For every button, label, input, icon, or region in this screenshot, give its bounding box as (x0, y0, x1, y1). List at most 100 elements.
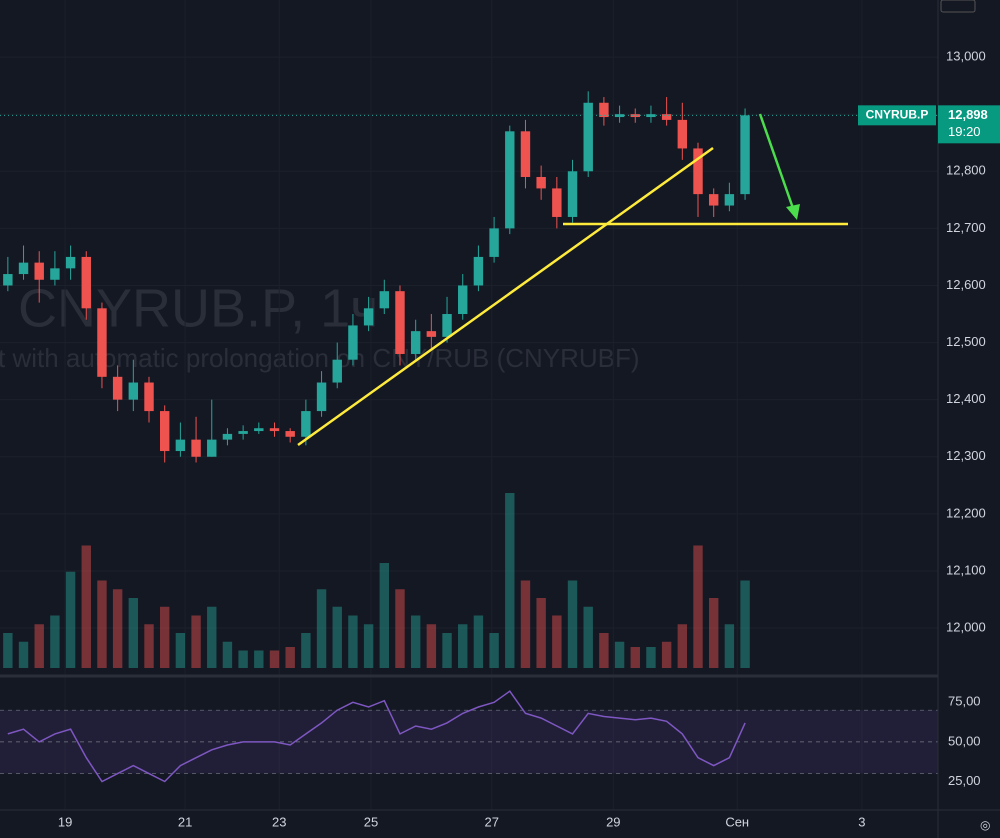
candle-body (646, 114, 656, 118)
volume-bar (81, 545, 91, 668)
candle-body (724, 194, 735, 206)
candle-body (144, 382, 154, 412)
candle-body (458, 285, 468, 315)
x-tick-label: 27 (485, 814, 499, 829)
volume-bar (332, 606, 342, 668)
volume-bar (112, 589, 123, 668)
volume-bar (50, 615, 60, 668)
candle-body (97, 308, 107, 377)
rsi-pane (0, 690, 938, 783)
volume-bar (505, 493, 515, 668)
volume-bar (379, 563, 390, 668)
candle-body (207, 439, 217, 457)
watermark-subtitle: t with automatic prolongation on CNY/RUB… (0, 343, 640, 373)
candle-body (191, 439, 201, 457)
arrow-head (786, 204, 800, 220)
volume-bar (426, 624, 437, 668)
candle-body (18, 262, 29, 275)
candle-body (175, 439, 186, 452)
volume-bar (442, 633, 452, 668)
candle-body (410, 331, 421, 354)
volume-bar (520, 580, 531, 668)
volume-bar (489, 633, 499, 668)
candle-body (677, 119, 688, 149)
x-tick-label: 29 (606, 814, 620, 829)
y-tick-label: 12,800 (946, 163, 986, 178)
candle-body (65, 256, 76, 269)
candle-body (3, 274, 13, 286)
rsi-band (0, 710, 938, 774)
y-tick-label: 12,700 (946, 220, 986, 235)
volume-bar (65, 571, 76, 668)
candle-body (661, 114, 672, 120)
volume-bar (583, 606, 593, 668)
candle-body (740, 115, 750, 195)
candle-body (614, 114, 625, 118)
volume-bar (473, 615, 484, 668)
volume-bar (740, 580, 750, 668)
y-tick-label: 12,400 (946, 391, 986, 406)
volume-bar (175, 633, 186, 668)
volume-bar (301, 633, 311, 668)
candle-body (332, 359, 342, 383)
volume-bar (614, 641, 625, 668)
candle-body (520, 131, 531, 177)
volume-bar (3, 633, 13, 668)
volume-bar (238, 650, 248, 668)
candle-body (50, 268, 60, 280)
candle-body (269, 428, 280, 432)
candle-body (112, 376, 123, 400)
candle-body (222, 433, 233, 440)
volume-bar (316, 589, 327, 668)
volume-bar (363, 624, 374, 668)
volume-bar (630, 647, 640, 668)
candle-body (489, 228, 499, 257)
candle-body (567, 171, 578, 217)
y-tick-label: 25,00 (948, 773, 981, 788)
last-price-label: 12,898 (948, 107, 988, 122)
candle-body (395, 291, 405, 354)
y-tick-label: 12,200 (946, 505, 986, 520)
candle-body (379, 291, 390, 309)
y-tick-label: 12,500 (946, 334, 986, 349)
y-tick-label: 50,00 (948, 733, 981, 748)
candle-body (348, 325, 358, 360)
arrow (758, 113, 797, 215)
rsi-line (7, 690, 746, 783)
volume-bar (693, 545, 703, 668)
volume-bar (677, 624, 688, 668)
y-tick-label: 75,00 (948, 694, 981, 709)
volume-bar (599, 633, 609, 668)
volume-bar (207, 606, 217, 668)
candle-body (708, 194, 719, 206)
price-tag (938, 105, 1000, 144)
currency-tag (940, 0, 976, 13)
volume-bar (144, 624, 154, 668)
volume-bar (567, 580, 578, 668)
candle-body (599, 102, 609, 118)
settings-icon[interactable]: ◎ (980, 818, 990, 832)
volume-bar (661, 641, 672, 668)
candle-body (301, 411, 311, 437)
candle-body (442, 314, 452, 337)
candle-body (552, 188, 562, 217)
candle-body (316, 382, 327, 412)
y-tick-label: 12,000 (946, 619, 986, 634)
volume-bar (348, 615, 358, 668)
volume-bar (285, 647, 295, 668)
volume-bar (269, 650, 280, 668)
y-tick-label: 12,300 (946, 448, 986, 463)
y-tick-label: 12,100 (946, 562, 986, 577)
volume-bar (191, 615, 201, 668)
candle-body (159, 411, 170, 452)
candle-body (583, 102, 593, 172)
volume-bar (254, 650, 264, 668)
volume-bar (128, 598, 139, 668)
candle-body (536, 176, 546, 189)
volume-bar (18, 641, 29, 668)
x-tick-label: 21 (178, 814, 192, 829)
x-tick-label: Сен (725, 814, 749, 829)
volume-bar (222, 641, 233, 668)
volume-bar (97, 580, 107, 668)
